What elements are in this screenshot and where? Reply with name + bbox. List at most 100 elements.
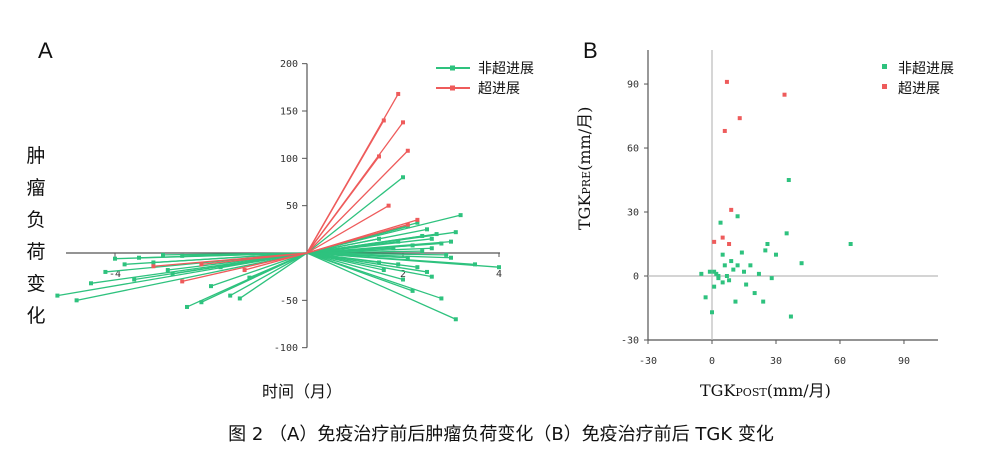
non-hyper-point: [729, 259, 734, 264]
hyper-line: [306, 150, 409, 254]
non-hyper-endpoint: [439, 296, 444, 301]
non-hyper-point: [716, 276, 721, 281]
non-hyper-point: [763, 248, 768, 253]
hyper-point: [782, 92, 787, 97]
non-hyper-point: [748, 263, 753, 268]
panel-b-letter: B: [583, 38, 598, 63]
chart-a-x-tick-label: 2: [400, 269, 406, 280]
hyper-point: [724, 79, 729, 84]
non-hyper-endpoint: [453, 317, 458, 322]
non-hyper-line: [210, 252, 308, 287]
non-hyper-point: [786, 178, 791, 183]
panel-a-letter: A: [38, 38, 53, 63]
hyper-point: [720, 235, 725, 240]
hyper-point: [722, 128, 727, 133]
legend-a-marker-green: [450, 65, 455, 71]
hyper-point: [712, 239, 717, 244]
chart-a-ylabel: 肿瘤负荷变化: [26, 145, 45, 327]
hyper-line: [306, 205, 389, 254]
non-hyper-point: [722, 263, 727, 268]
chart-a: A 肿瘤负荷变化 200 150 100 50 -50 -100 -4 2 4 非超进展 超进…: [26, 38, 534, 401]
hyper-line: [244, 252, 308, 271]
non-hyper-endpoint: [209, 284, 213, 289]
non-hyper-point: [720, 280, 725, 285]
chart-a-ylabel-char: 化: [26, 305, 45, 327]
non-hyper-point: [710, 310, 714, 315]
non-hyper-point: [703, 295, 708, 300]
non-hyper-endpoint: [247, 275, 252, 280]
chart-a-y-tick-label: 150: [280, 106, 298, 117]
figure-caption: 图 2 （A）免疫治疗前后肿瘤负荷变化（B）免疫治疗前后 TGK 变化: [228, 424, 774, 445]
legend-b-label-non-hyper: 非超进展: [898, 61, 954, 77]
hyper-endpoint: [199, 262, 204, 267]
chart-a-legend: 非超进展 超进展: [436, 61, 534, 97]
chart-a-xlabel: 时间（月）: [262, 382, 342, 401]
non-hyper-point: [718, 220, 723, 225]
non-hyper-endpoint: [218, 265, 223, 270]
hyper-point: [727, 242, 732, 247]
chart-b-x-tick-label: 30: [770, 356, 782, 367]
non-hyper-point: [699, 271, 704, 276]
hyper-line: [306, 223, 408, 254]
non-hyper-endpoint: [425, 269, 429, 274]
non-hyper-endpoint: [425, 227, 429, 232]
non-hyper-point: [761, 299, 766, 304]
chart-b-x-tick-label: 90: [898, 356, 910, 367]
non-hyper-line: [306, 252, 404, 281]
hyper-endpoint: [396, 91, 401, 96]
non-hyper-endpoint: [132, 277, 137, 282]
chart-a-series: [55, 91, 501, 322]
non-hyper-point: [799, 261, 804, 266]
legend-b-marker-green: [882, 64, 887, 69]
non-hyper-endpoint: [410, 243, 415, 248]
non-hyper-endpoint: [161, 252, 165, 257]
chart-a-ylabel-char: 肿: [26, 145, 45, 167]
non-hyper-endpoint: [434, 232, 439, 237]
non-hyper-endpoint: [377, 260, 381, 265]
chart-b-y-ticks: 90 60 30 0 -30: [621, 80, 648, 346]
chart-b-x-tick-label: 60: [834, 356, 846, 367]
non-hyper-line: [134, 252, 308, 281]
non-hyper-endpoint: [113, 256, 117, 261]
hyper-line: [306, 120, 385, 254]
non-hyper-endpoint: [401, 277, 405, 282]
non-hyper-point: [712, 284, 717, 289]
hyper-endpoint: [415, 217, 420, 222]
hyper-point: [729, 207, 734, 212]
non-hyper-endpoint: [381, 268, 386, 273]
non-hyper-point: [712, 269, 717, 274]
non-hyper-endpoint: [103, 269, 108, 274]
non-hyper-point: [756, 271, 761, 276]
non-hyper-endpoint: [415, 265, 420, 270]
non-hyper-point: [784, 231, 789, 236]
legend-a-label-non-hyper: 非超进展: [478, 61, 534, 77]
chart-b-y-tick-label: 30: [627, 208, 639, 219]
non-hyper-line: [306, 238, 380, 254]
non-hyper-point: [716, 274, 721, 278]
non-hyper-point: [788, 314, 793, 319]
non-hyper-endpoint: [429, 274, 434, 279]
non-hyper-point: [714, 271, 719, 276]
chart-a-ylabel-char: 变: [26, 273, 45, 295]
legend-a-label-hyper: 超进展: [478, 81, 520, 97]
chart-a-ylabel-char: 负: [26, 209, 45, 231]
chart-b-x-ticks: -30 0 30 60 90: [639, 340, 910, 367]
non-hyper-line: [229, 252, 308, 297]
non-hyper-point: [735, 263, 740, 268]
chart-b-y-tick-label: 60: [627, 144, 639, 155]
non-hyper-endpoint: [401, 175, 405, 180]
non-hyper-endpoint: [449, 255, 453, 260]
hyper-endpoint: [405, 222, 410, 227]
non-hyper-line: [306, 231, 456, 254]
non-hyper-point: [741, 269, 746, 274]
non-hyper-endpoint: [429, 236, 434, 241]
hyper-endpoint: [180, 279, 185, 284]
chart-a-y-tick-label: 200: [280, 59, 298, 70]
non-hyper-point: [720, 252, 725, 257]
non-hyper-line: [306, 252, 500, 268]
chart-b-y-tick-label: -30: [621, 335, 639, 346]
non-hyper-endpoint: [415, 220, 420, 225]
chart-a-y-tick-label: -50: [280, 296, 298, 307]
non-hyper-point: [733, 299, 738, 304]
non-hyper-point: [744, 282, 749, 287]
